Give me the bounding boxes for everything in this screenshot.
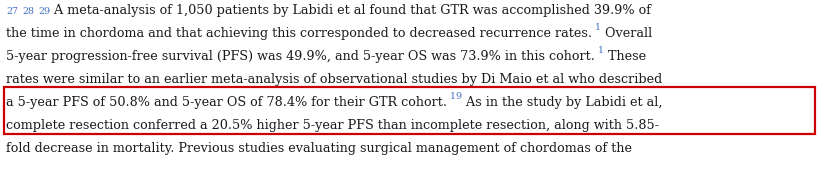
Text: fold decrease in mortality. Previous studies evaluating surgical management of c: fold decrease in mortality. Previous stu… [6, 142, 632, 155]
Text: a 5-year PFS of 50.8% and 5-year OS of 78.4% for their GTR cohort.: a 5-year PFS of 50.8% and 5-year OS of 7… [6, 96, 447, 109]
Bar [4, 87, 815, 134]
Text: complete resection conferred a 20.5% higher 5-year PFS than incomplete resection: complete resection conferred a 20.5% hig… [6, 119, 659, 132]
Text: A meta-analysis of 1,050 patients by Labidi et al found that GTR was accomplishe: A meta-analysis of 1,050 patients by Lab… [50, 4, 651, 17]
Text: 1: 1 [595, 46, 604, 55]
Text: As in the study by Labidi et al,: As in the study by Labidi et al, [462, 96, 663, 109]
Text: rates were similar to an earlier meta-analysis of observational studies by Di Ma: rates were similar to an earlier meta-an… [6, 73, 663, 86]
Text: the time in chordoma and that achieving this corresponded to decreased recurrenc: the time in chordoma and that achieving … [6, 27, 592, 40]
Text: 29: 29 [38, 7, 50, 16]
Text: 19: 19 [447, 92, 462, 101]
Text: These: These [604, 50, 646, 63]
Text: 28: 28 [22, 7, 34, 16]
Text: 1: 1 [592, 23, 601, 32]
Text: 5-year progression-free survival (PFS) was 49.9%, and 5-year OS was 73.9% in thi: 5-year progression-free survival (PFS) w… [6, 50, 595, 63]
Text: 27: 27 [6, 7, 18, 16]
Text: Overall: Overall [601, 27, 652, 40]
